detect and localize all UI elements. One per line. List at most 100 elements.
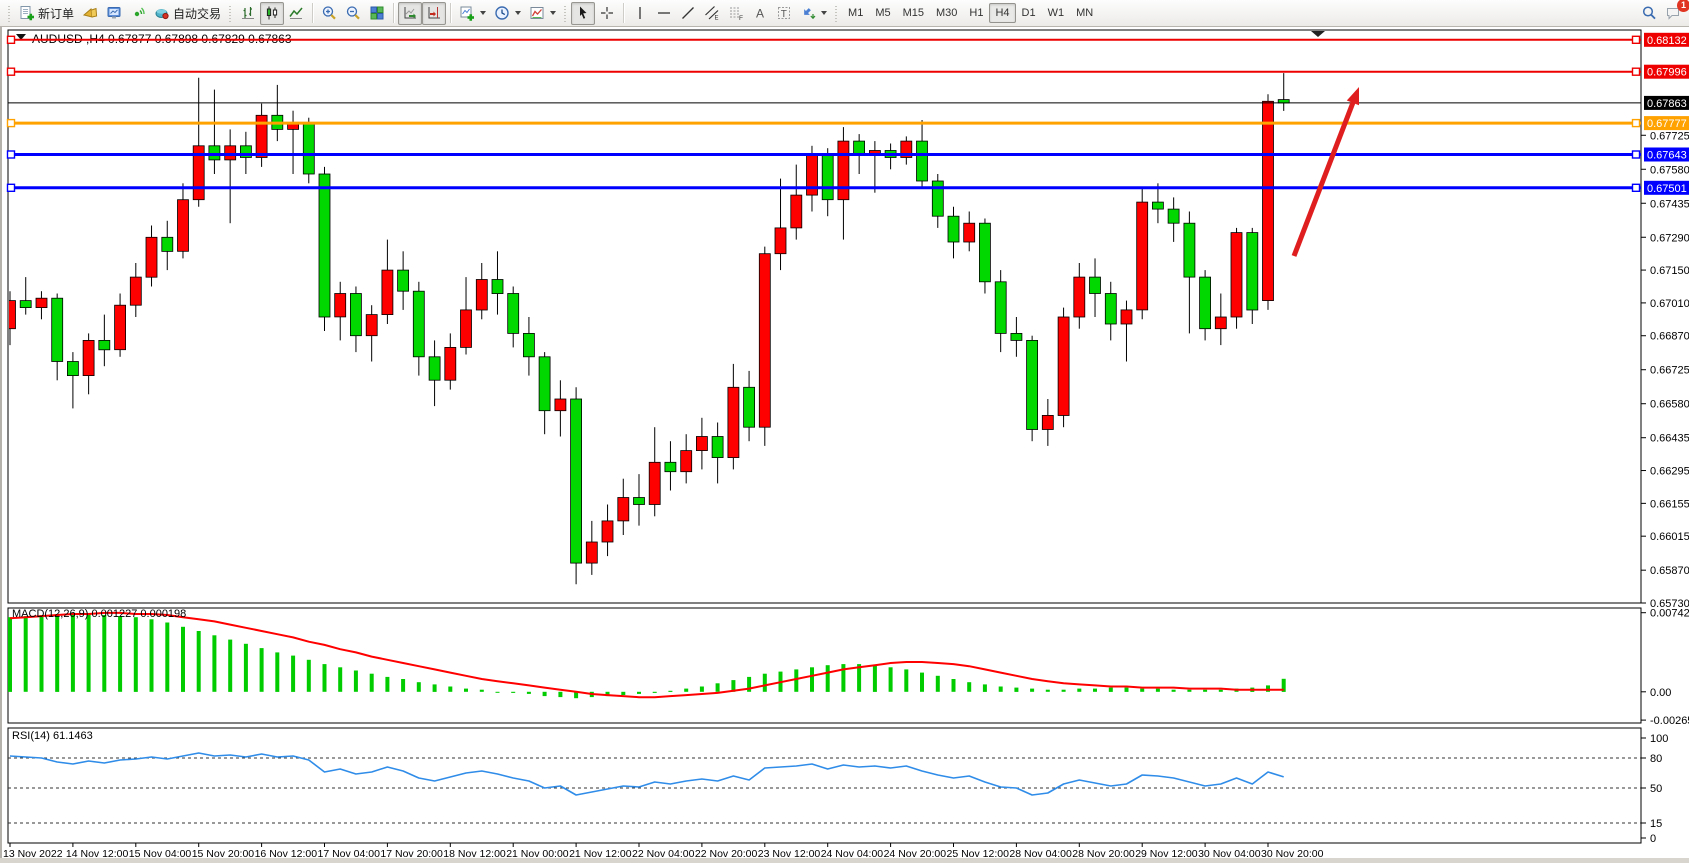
templates-button[interactable] xyxy=(525,2,560,25)
candles-layer xyxy=(9,73,1290,585)
time-tick-label: 29 Nov 12:00 xyxy=(1135,848,1198,860)
macd-bar xyxy=(684,688,689,692)
line-anchor-handle[interactable] xyxy=(1631,183,1641,193)
macd-bar xyxy=(935,675,940,692)
line-anchor-handle[interactable] xyxy=(1631,35,1641,44)
line-anchor-handle[interactable] xyxy=(6,183,16,193)
macd-bar xyxy=(542,691,547,697)
candle-body xyxy=(1057,316,1070,416)
tile-windows-button[interactable] xyxy=(365,2,389,25)
arrow-annotation-head[interactable] xyxy=(1346,87,1359,106)
periods-button[interactable] xyxy=(490,2,525,25)
candle-body xyxy=(161,236,174,252)
arrow-annotation[interactable] xyxy=(1291,98,1357,257)
timeframe-m5[interactable]: M5 xyxy=(875,7,891,19)
new-chart-button[interactable] xyxy=(455,2,490,25)
crosshair-button[interactable] xyxy=(595,2,619,25)
timeframe-m30[interactable]: M30 xyxy=(936,7,958,19)
line-anchor-handle[interactable] xyxy=(6,35,16,44)
macd-bar xyxy=(967,682,972,692)
candle-body xyxy=(711,436,724,459)
macd-bar xyxy=(1045,689,1050,692)
rsi-pane xyxy=(7,727,1642,844)
cursor-button[interactable] xyxy=(571,1,596,25)
candle-body xyxy=(931,180,944,217)
text-label-button[interactable]: T xyxy=(772,2,796,25)
toolbar: 新订单 自动交易 xyxy=(0,0,1689,27)
macd-bar xyxy=(1155,688,1160,692)
timeframe-d1[interactable]: D1 xyxy=(1021,7,1036,19)
signals-button[interactable] xyxy=(126,2,150,25)
line-anchor-handle[interactable] xyxy=(1631,118,1641,128)
candle-body xyxy=(774,227,787,255)
timeframe-h4[interactable]: H4 xyxy=(989,3,1016,23)
time-tick-label: 24 Nov 20:00 xyxy=(884,848,947,860)
line-anchor-handle[interactable] xyxy=(1631,67,1641,76)
toolbar-drag-handle[interactable] xyxy=(228,4,234,22)
line-anchor-handle[interactable] xyxy=(6,67,16,76)
arrow-objects-button[interactable] xyxy=(796,2,831,25)
timeframe-mn[interactable]: MN xyxy=(1076,7,1094,19)
auto-trading-button[interactable]: 自动交易 xyxy=(150,2,225,25)
alerts-button[interactable] xyxy=(78,2,102,25)
toolbar-drag-handle[interactable] xyxy=(563,4,569,22)
timeframe-w1[interactable]: W1 xyxy=(1047,7,1065,19)
macd-bar xyxy=(118,616,123,692)
zoom-out-button[interactable] xyxy=(341,2,365,25)
macd-bar xyxy=(306,659,311,692)
candle-body xyxy=(538,356,551,412)
chart-shift-marker-icon[interactable] xyxy=(1311,31,1325,37)
macd-bar xyxy=(794,669,799,692)
time-tick-label: 28 Nov 04:00 xyxy=(1009,848,1072,860)
candle-body xyxy=(1073,276,1086,318)
macd-bar xyxy=(181,626,185,692)
timeframe-m15[interactable]: M15 xyxy=(902,7,924,19)
candle-body xyxy=(617,497,630,522)
trendline-button[interactable] xyxy=(676,2,700,25)
zoom-in-icon xyxy=(322,6,336,20)
timeframe-h1[interactable]: H1 xyxy=(969,7,984,19)
line-anchor-handle[interactable] xyxy=(1631,150,1641,159)
macd-bar xyxy=(385,676,390,692)
timeframe-m1[interactable]: M1 xyxy=(848,7,864,19)
line-anchor-handle[interactable] xyxy=(6,150,16,159)
price-badge-label: 0.67996 xyxy=(1647,67,1687,79)
macd-bar xyxy=(133,617,138,692)
macd-bar xyxy=(432,684,437,692)
horizontal-line-button[interactable] xyxy=(652,2,676,25)
fibonacci-button[interactable]: F xyxy=(724,2,748,25)
toolbar-drag-handle[interactable] xyxy=(834,4,840,22)
dropdown-caret-icon xyxy=(480,11,487,15)
bar-chart-button[interactable] xyxy=(236,2,260,25)
symbol-menu-icon[interactable] xyxy=(16,34,26,40)
chart-area[interactable]: AUDUSD ,H4 0.67877 0.67898 0.67829 0.678… xyxy=(0,27,1689,863)
line-anchor-handle[interactable] xyxy=(6,118,16,128)
toolbar-drag-handle[interactable] xyxy=(7,4,12,22)
macd-bar xyxy=(1030,688,1035,692)
price-tick-label: 0.67580 xyxy=(1650,164,1689,176)
vertical-line-button[interactable] xyxy=(628,2,652,25)
zoom-in-button[interactable] xyxy=(317,2,341,25)
chat-button[interactable]: 1 xyxy=(1661,0,1689,25)
market-watch-button[interactable] xyxy=(102,2,126,25)
equidistant-channel-button[interactable]: E xyxy=(700,2,724,25)
chart-shift-button[interactable] xyxy=(422,1,447,25)
window-left-edge xyxy=(0,27,2,858)
text-button[interactable]: A xyxy=(748,2,772,25)
horizontal-line-icon xyxy=(658,12,671,14)
candle-body xyxy=(947,215,960,243)
new-order-button[interactable]: 新订单 xyxy=(15,2,78,25)
macd-bar xyxy=(228,639,233,692)
price-badge xyxy=(1644,95,1689,110)
auto-scroll-button[interactable] xyxy=(398,1,423,25)
signals-icon xyxy=(134,7,145,17)
line-chart-icon xyxy=(289,7,303,19)
candle-body xyxy=(570,398,582,564)
price-badge-label: 0.67863 xyxy=(1647,98,1687,110)
line-chart-button[interactable] xyxy=(284,2,308,25)
candle-body xyxy=(1230,232,1243,318)
candlestick-chart-button[interactable] xyxy=(260,1,285,25)
search-button[interactable] xyxy=(1637,2,1661,25)
candle-body xyxy=(19,300,32,309)
macd-bar xyxy=(23,616,28,692)
